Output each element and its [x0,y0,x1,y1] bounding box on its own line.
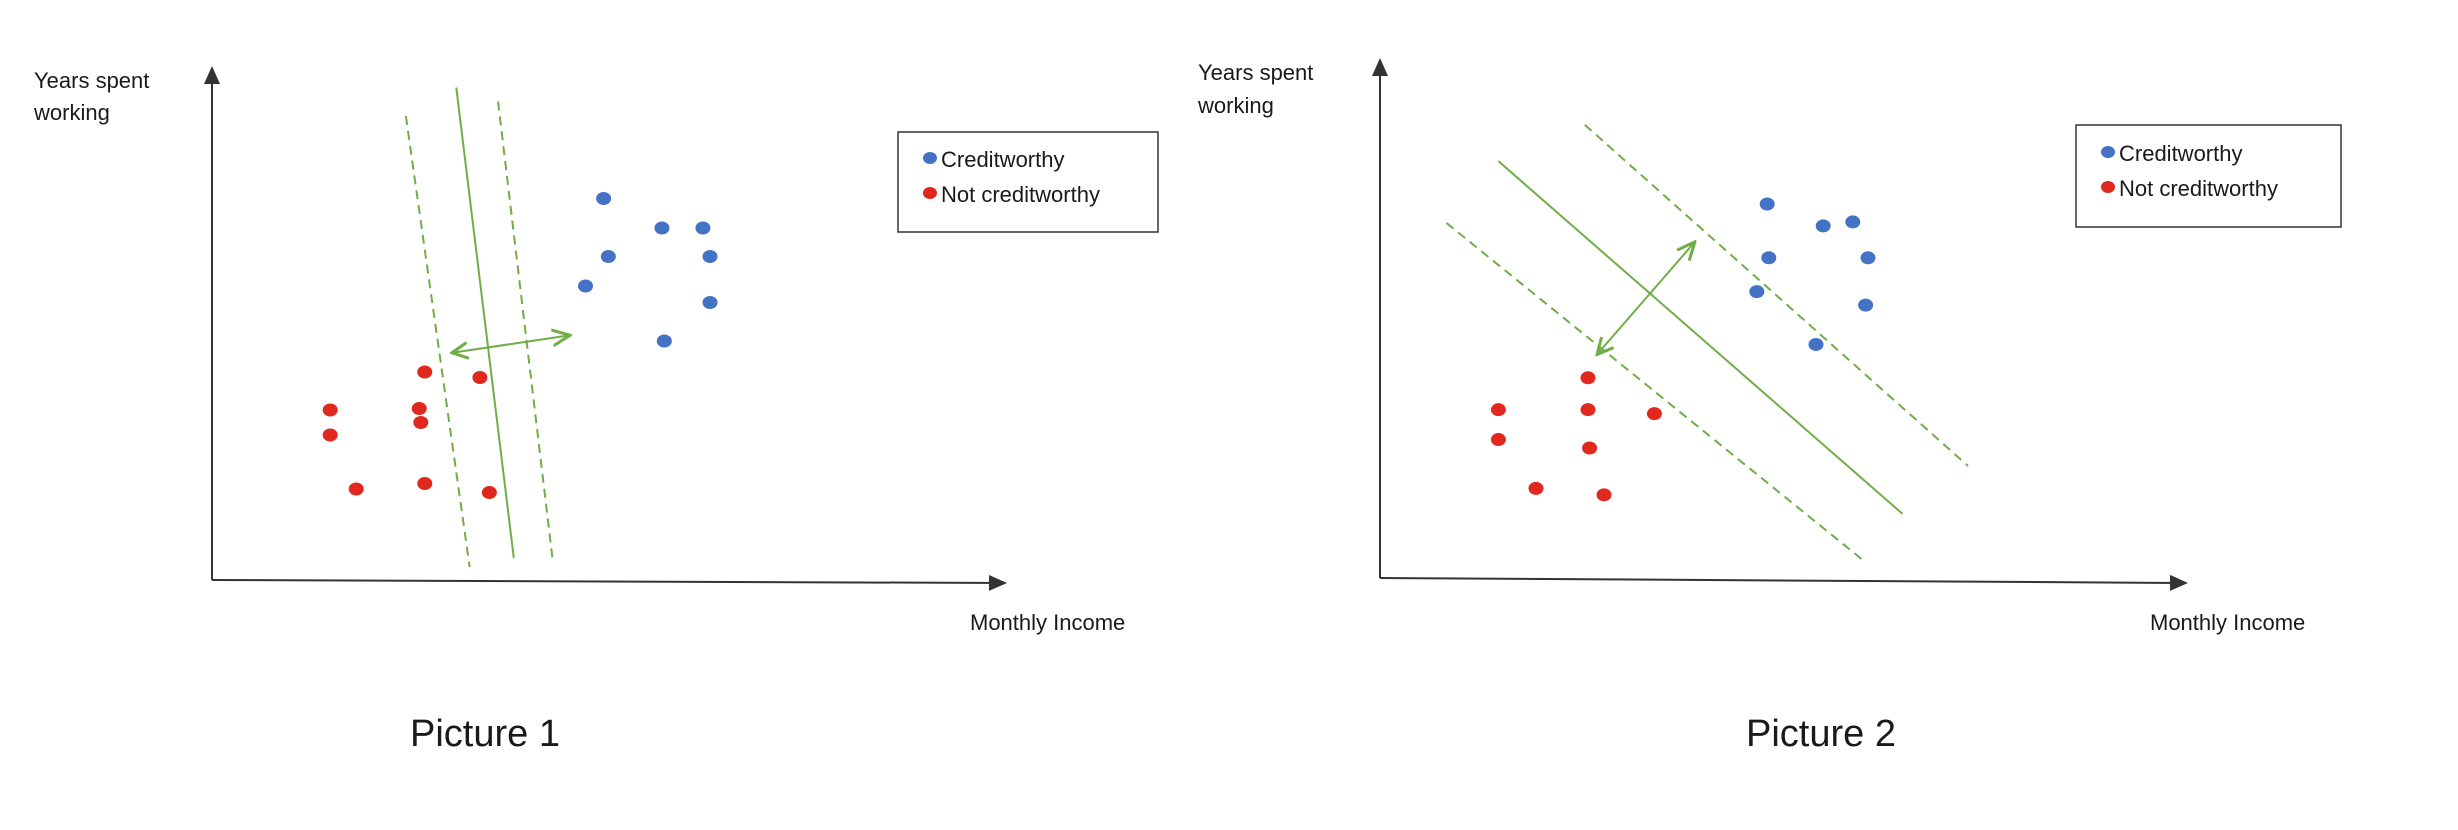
point-creditworthy-1-3 [578,279,594,293]
point-not-creditworthy-1-1 [417,365,433,379]
legend-marker-creditworthy-2 [2101,146,2115,158]
point-not-creditworthy-1-4 [413,416,429,429]
chart-panel-1: Years spent working Monthly Income Credi… [33,66,1159,755]
caption-1: Picture 1 [410,713,560,755]
point-not-creditworthy-2-6 [1582,441,1598,455]
caption-2: Picture 2 [1746,713,1896,755]
points-1 [322,192,718,499]
decision-boundary-1 [404,87,568,568]
point-not-creditworthy-2-5 [1490,433,1506,447]
margin-arrow-2 [1598,243,1693,353]
point-not-creditworthy-1-9 [481,486,497,499]
legend-marker-not-creditworthy-2 [2101,181,2115,193]
boundary-line-1 [455,87,515,559]
point-not-creditworthy-1-8 [348,482,364,496]
point-creditworthy-1-2 [600,250,616,263]
legend-box-2 [2075,124,2342,228]
point-creditworthy-2-2 [1761,251,1777,265]
legend-marker-not-creditworthy-1 [923,187,937,199]
point-not-creditworthy-1-2 [411,402,427,415]
point-creditworthy-1-4 [654,221,670,235]
legend-2: Creditworthy Not creditworthy [2075,124,2342,228]
point-not-creditworthy-2-4 [1490,403,1506,417]
point-creditworthy-1-8 [656,334,672,348]
margin-line-lower-2 [1445,222,1863,560]
legend-label-creditworthy-2: Creditworthy [2119,141,2242,166]
legend-label-not-creditworthy-2: Not creditworthy [2119,176,2278,201]
boundary-line-2 [1497,160,1904,515]
point-creditworthy-2-4 [1815,219,1831,233]
legend-box-1 [897,131,1159,233]
point-not-creditworthy-2-7 [1528,481,1544,495]
x-axis-2 [1379,574,2188,591]
point-creditworthy-2-6 [1860,251,1876,265]
point-creditworthy-1-6 [702,250,718,263]
point-not-creditworthy-1-6 [322,428,338,442]
point-not-creditworthy-2-1 [1580,371,1596,385]
legend-marker-creditworthy-1 [923,152,937,164]
x-axis-label-1: Monthly Income [970,610,1125,635]
margin-arrow-1 [454,336,568,353]
margin-line-lower-1 [404,115,471,568]
y-axis-label-2: Years spent working [1197,60,1320,118]
point-not-creditworthy-2-8 [1596,488,1612,502]
point-not-creditworthy-1-3 [472,371,488,384]
point-not-creditworthy-1-5 [322,403,338,417]
point-not-creditworthy-1-7 [417,477,433,490]
legend-label-not-creditworthy-1: Not creditworthy [941,182,1100,207]
decision-boundary-2 [1445,124,1969,560]
chart-panel-2: Years spent working Monthly Income Credi… [1197,58,2342,755]
point-not-creditworthy-2-2 [1580,403,1596,417]
point-creditworthy-1-5 [695,221,711,235]
points-2 [1490,197,1876,502]
margin-line-upper-2 [1584,124,1969,467]
point-creditworthy-2-8 [1808,337,1824,351]
point-creditworthy-1-7 [702,296,718,309]
point-creditworthy-2-3 [1749,285,1765,299]
x-axis-1 [211,574,1007,591]
point-creditworthy-1-1 [596,192,612,205]
point-creditworthy-2-7 [1858,298,1874,312]
point-not-creditworthy-2-3 [1646,407,1662,421]
legend-1: Creditworthy Not creditworthy [897,131,1159,233]
point-creditworthy-2-1 [1759,197,1775,211]
x-axis-label-2: Monthly Income [2150,610,2305,635]
legend-label-creditworthy-1: Creditworthy [941,147,1064,172]
point-creditworthy-2-5 [1845,215,1861,229]
y-axis-label-1: Years spent working [33,68,156,125]
